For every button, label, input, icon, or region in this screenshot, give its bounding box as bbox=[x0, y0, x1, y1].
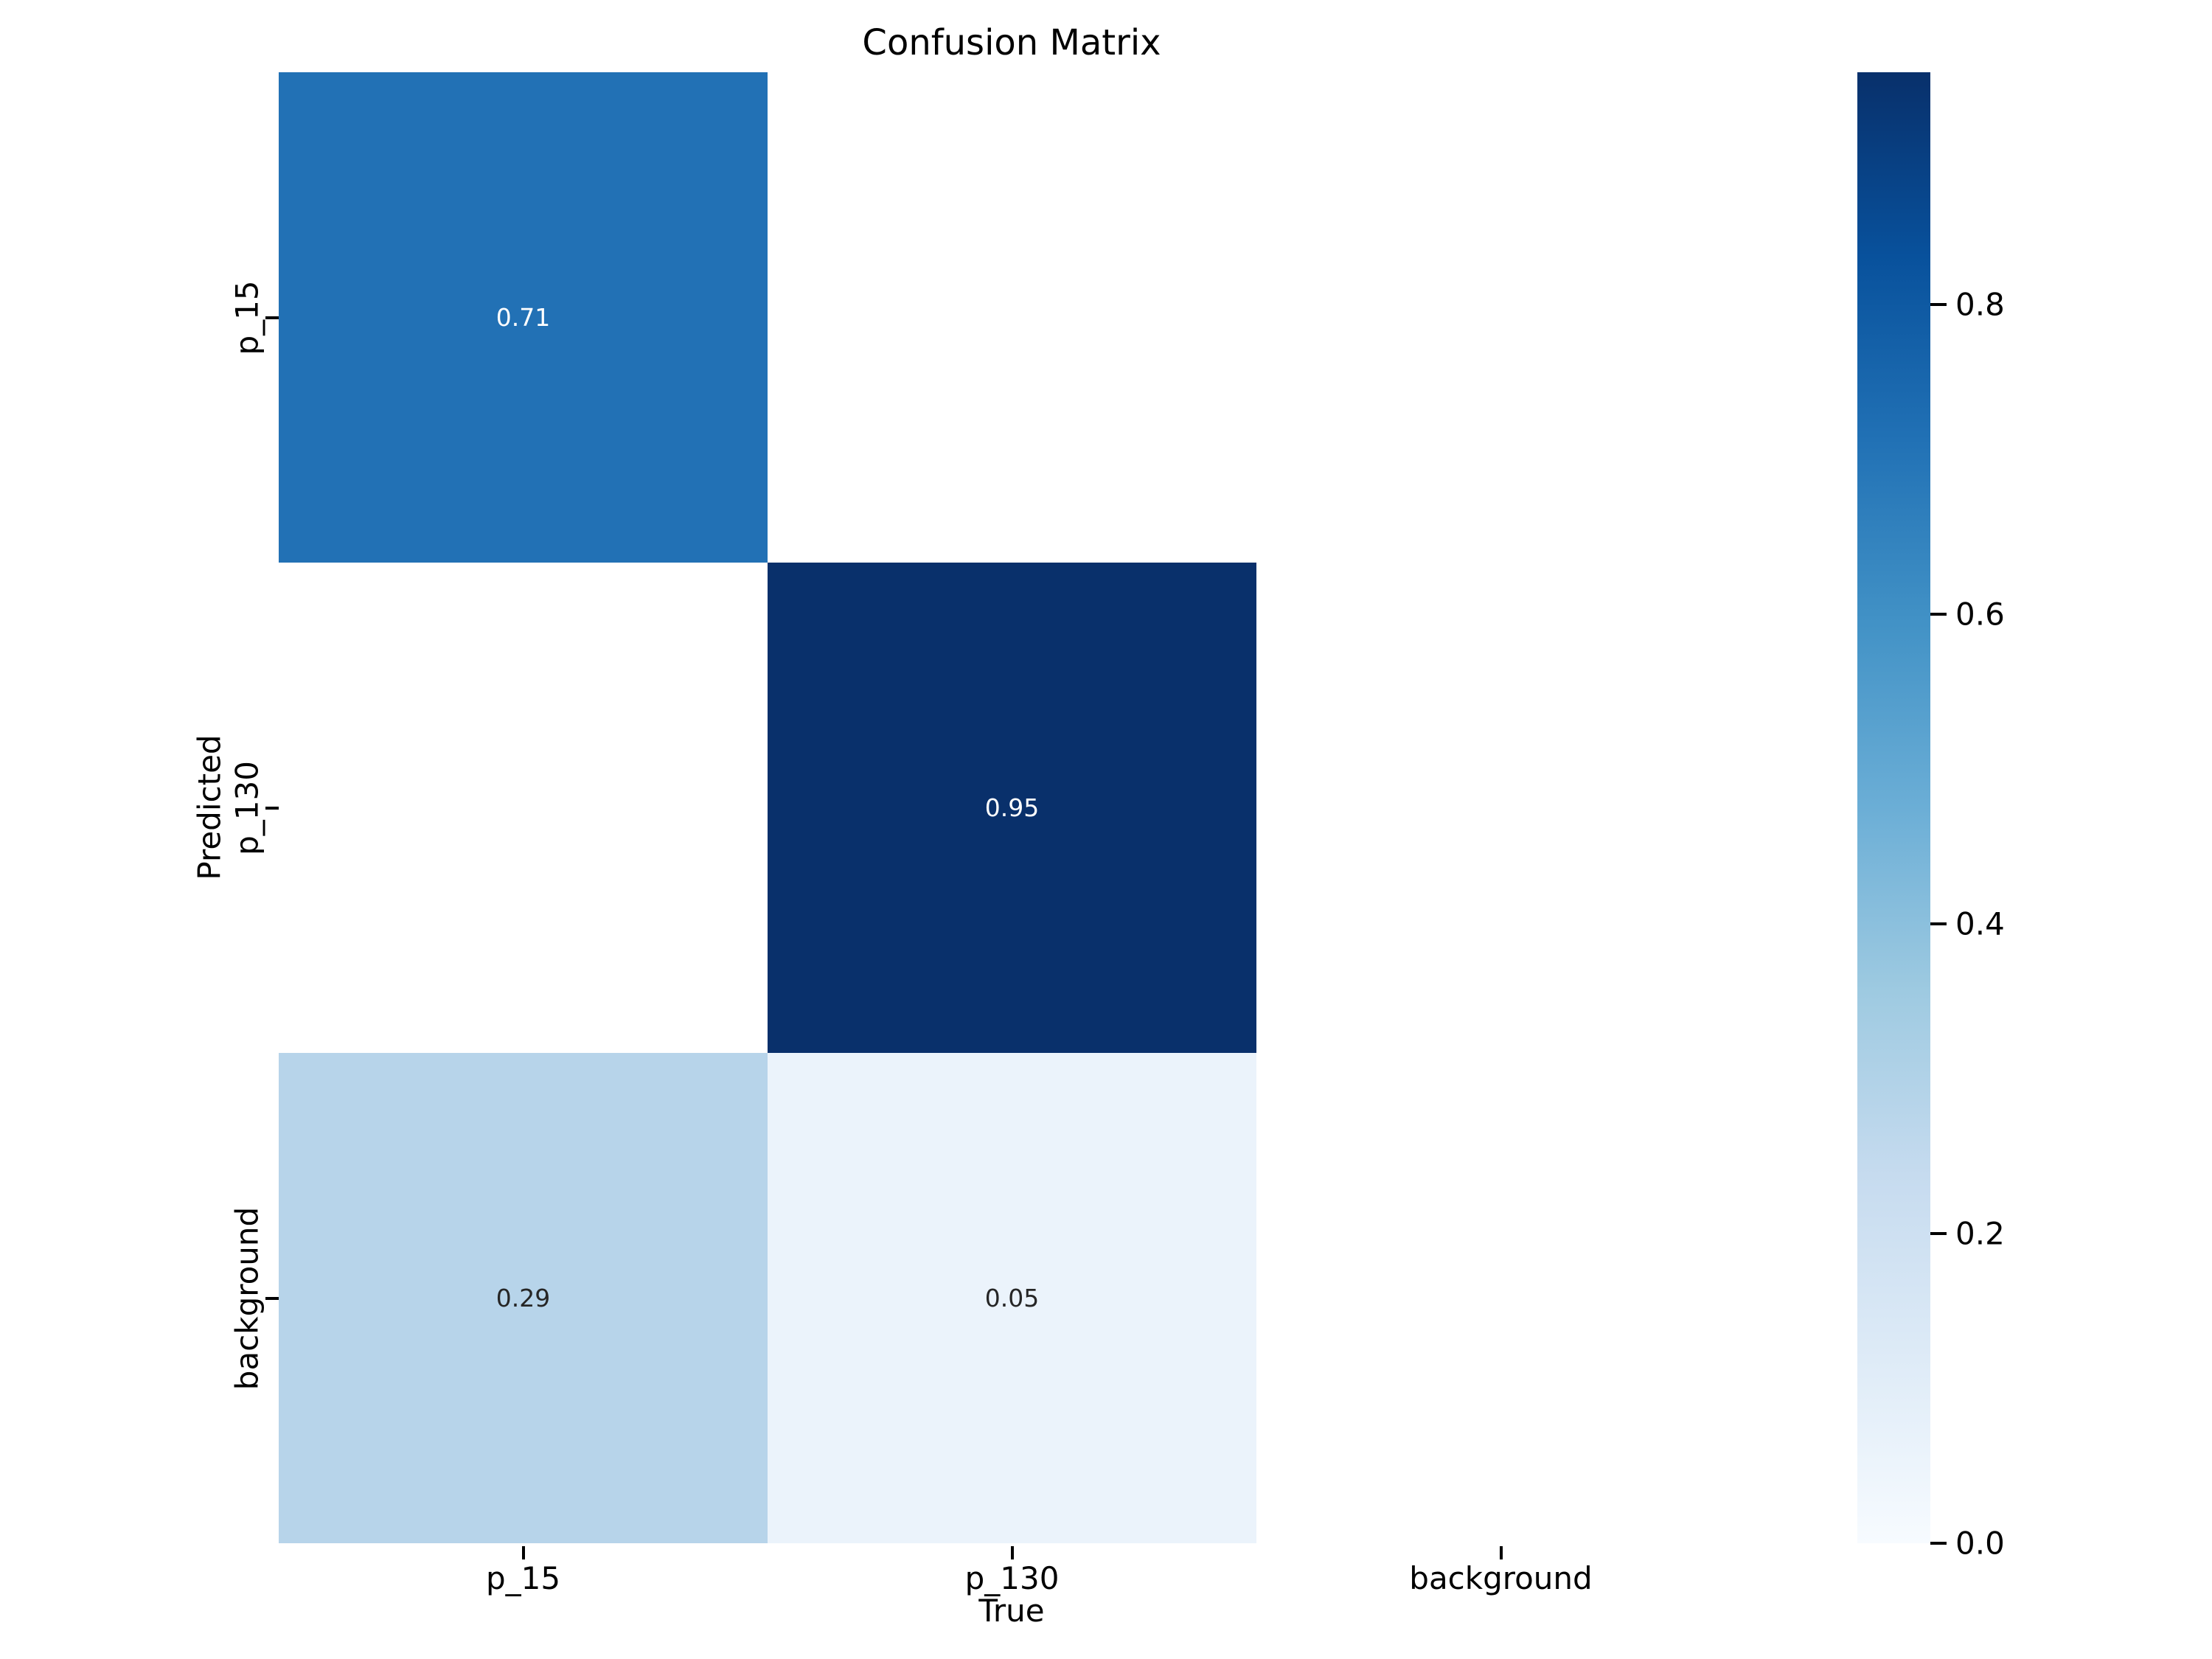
x-tick-mark bbox=[521, 1546, 525, 1559]
x-tick-mark bbox=[1010, 1546, 1014, 1559]
x-tick-mark bbox=[1499, 1546, 1503, 1559]
colorbar-tick-mark bbox=[1930, 613, 1947, 616]
x-tick-label-background: background bbox=[1409, 1560, 1593, 1596]
y-tick-label-p_130: p_130 bbox=[229, 760, 265, 855]
colorbar-tick-label-0.8: 0.8 bbox=[1955, 286, 2005, 323]
cell-background-p_130: 0.05 bbox=[768, 1053, 1256, 1543]
colorbar-tick-mark bbox=[1930, 1542, 1947, 1545]
colorbar-tick-mark bbox=[1930, 922, 1947, 925]
x-tick-label-p_130: p_130 bbox=[964, 1560, 1060, 1596]
y-tick-mark bbox=[265, 316, 279, 319]
y-axis-label: Predicted bbox=[191, 734, 228, 880]
colorbar-tick-mark bbox=[1930, 303, 1947, 306]
cell-p_15-p_130 bbox=[768, 72, 1256, 563]
cell-value: 0.05 bbox=[984, 1284, 1040, 1312]
cell-p_15-background bbox=[1256, 72, 1745, 563]
colorbar-tick-label-0.4: 0.4 bbox=[1955, 905, 2005, 942]
colorbar-tick-mark bbox=[1930, 1232, 1947, 1235]
y-tick-mark bbox=[265, 806, 279, 810]
cell-value: 0.29 bbox=[495, 1284, 551, 1312]
y-tick-label-p_15: p_15 bbox=[229, 279, 265, 355]
cell-value: 0.95 bbox=[984, 793, 1040, 822]
x-axis-label: True bbox=[978, 1593, 1045, 1629]
colorbar-tick-label-0.6: 0.6 bbox=[1955, 596, 2005, 633]
cell-p_130-p_130: 0.95 bbox=[768, 563, 1256, 1053]
colorbar-tick-label-0.0: 0.0 bbox=[1955, 1525, 2005, 1562]
cell-p_130-background bbox=[1256, 563, 1745, 1053]
cell-background-background bbox=[1256, 1053, 1745, 1543]
cell-p_130-p_15 bbox=[279, 563, 768, 1053]
y-tick-label-background: background bbox=[229, 1206, 265, 1390]
cell-value: 0.71 bbox=[495, 303, 551, 332]
x-tick-label-p_15: p_15 bbox=[485, 1560, 561, 1596]
colorbar-tick-label-0.2: 0.2 bbox=[1955, 1215, 2005, 1252]
chart-title: Confusion Matrix bbox=[862, 22, 1161, 63]
heatmap-grid: 0.71 0.95 0.29 0.05 bbox=[279, 72, 1745, 1543]
colorbar-gradient bbox=[1857, 72, 1930, 1543]
y-tick-mark bbox=[265, 1296, 279, 1300]
cell-p_15-p_15: 0.71 bbox=[279, 72, 768, 563]
cell-background-p_15: 0.29 bbox=[279, 1053, 768, 1543]
